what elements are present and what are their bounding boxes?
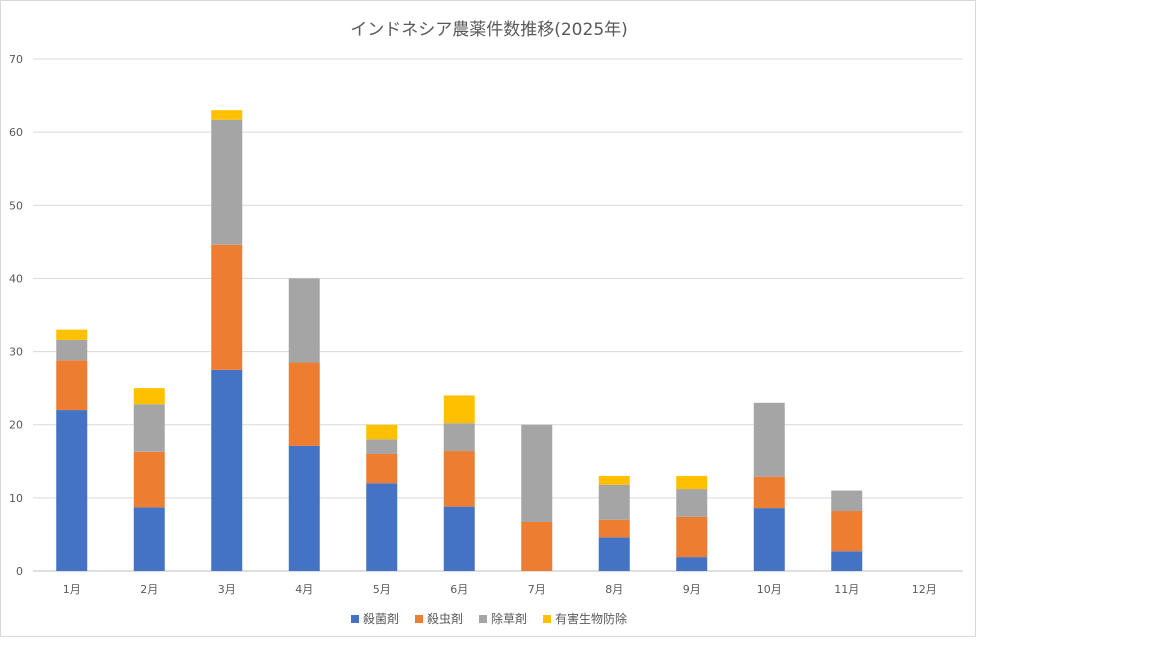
bar-9月-series-0 [676, 557, 708, 571]
legend: 殺菌剤 殺虫剤 除草剤 有害生物防除 [1, 610, 977, 627]
x-tick-label-3: 3月 [218, 583, 236, 596]
bar-2月-series-0 [133, 507, 165, 571]
y-tick-label-70: 70 [9, 53, 23, 66]
bar-3月-series-3 [211, 110, 243, 120]
bar-3月-series-0 [211, 369, 243, 571]
x-tick-label-8: 8月 [605, 583, 623, 596]
bar-9月-series-2 [676, 489, 708, 517]
bar-9月-series-1 [676, 516, 708, 558]
legend-item-0: 殺菌剤 [350, 610, 399, 627]
legend-item-2: 除草剤 [479, 610, 527, 627]
plot-area: 0 10 20 30 40 50 60 70 1月 2月 3月 4月 5月 6月 7月 8月 9月 10月 11月 1… [9, 53, 963, 596]
bar-6月-series-3 [443, 395, 475, 424]
bar-2月-series-3 [133, 388, 165, 405]
bar-10月-series-1 [753, 476, 785, 509]
legend-swatch-1 [414, 614, 423, 623]
bar-1月-series-2 [56, 339, 88, 361]
bar-7月-series-1 [521, 521, 553, 571]
bar-5月-series-2 [366, 439, 398, 454]
legend-item-1: 殺虫剤 [414, 610, 463, 627]
bar-6月-series-1 [443, 451, 475, 507]
y-tick-label-60: 60 [9, 126, 23, 139]
bar-10月-series-2 [753, 402, 785, 477]
y-tick-label-40: 40 [9, 272, 23, 285]
bar-3月-series-2 [211, 119, 243, 245]
bar-6月-series-2 [443, 423, 475, 452]
chart-frame: インドネシア農薬件数推移(2025年) 0 10 20 30 40 50 60 70 1月 2月 3… [0, 0, 976, 637]
legend-swatch-3 [543, 614, 552, 623]
legend-label-3: 有害生物防除 [555, 612, 628, 626]
bar-8月-series-1 [598, 519, 630, 538]
y-tick-label-50: 50 [9, 199, 23, 212]
bar-8月-series-2 [598, 484, 630, 520]
x-tick-label-1: 1月 [63, 583, 81, 596]
bar-5月-series-3 [366, 424, 398, 440]
legend-label-2: 除草剤 [491, 612, 528, 626]
bar-1月-series-1 [56, 360, 88, 411]
x-tick-label-11: 11月 [834, 583, 859, 596]
bar-11月-series-0 [831, 551, 863, 571]
x-tick-label-6: 6月 [450, 583, 468, 596]
bar-2月-series-1 [133, 451, 165, 508]
chart-title: インドネシア農薬件数推移(2025年) [350, 20, 628, 40]
y-tick-label-0: 0 [16, 565, 23, 578]
bar-8月-series-3 [598, 475, 630, 485]
y-tick-label-30: 30 [9, 346, 23, 359]
bar-4月-series-1 [288, 362, 320, 446]
bar-4月-series-2 [288, 278, 320, 363]
legend-swatch-2 [479, 614, 487, 623]
x-tick-label-9: 9月 [683, 583, 701, 596]
bar-8月-series-0 [598, 537, 630, 571]
bar-3月-series-1 [211, 244, 243, 370]
x-tick-label-10: 10月 [757, 583, 782, 596]
bar-6月-series-0 [443, 506, 475, 571]
bar-11月-series-2 [831, 490, 863, 512]
x-tick-label-2: 2月 [140, 583, 158, 596]
bar-5月-series-0 [366, 483, 398, 571]
x-tick-label-5: 5月 [373, 583, 391, 596]
x-tick-label-7: 7月 [528, 583, 546, 596]
legend-swatch-0 [350, 614, 359, 623]
legend-item-3: 有害生物防除 [543, 610, 627, 627]
y-tick-label-10: 10 [9, 492, 23, 505]
bar-7月-series-2 [521, 424, 553, 522]
bar-5月-series-1 [366, 453, 398, 484]
legend-label-0: 殺菌剤 [362, 612, 399, 626]
legend-label-1: 殺虫剤 [426, 612, 463, 626]
bar-2月-series-2 [133, 404, 165, 452]
x-tick-label-4: 4月 [295, 583, 313, 596]
bar-4月-series-0 [288, 445, 320, 571]
bar-1月-series-3 [56, 329, 88, 340]
y-tick-label-20: 20 [9, 419, 23, 432]
bar-9月-series-3 [676, 475, 708, 490]
bar-1月-series-0 [56, 410, 88, 571]
x-tick-label-12: 12月 [912, 583, 937, 596]
bar-11月-series-1 [831, 511, 863, 552]
bar-10月-series-0 [753, 508, 785, 571]
